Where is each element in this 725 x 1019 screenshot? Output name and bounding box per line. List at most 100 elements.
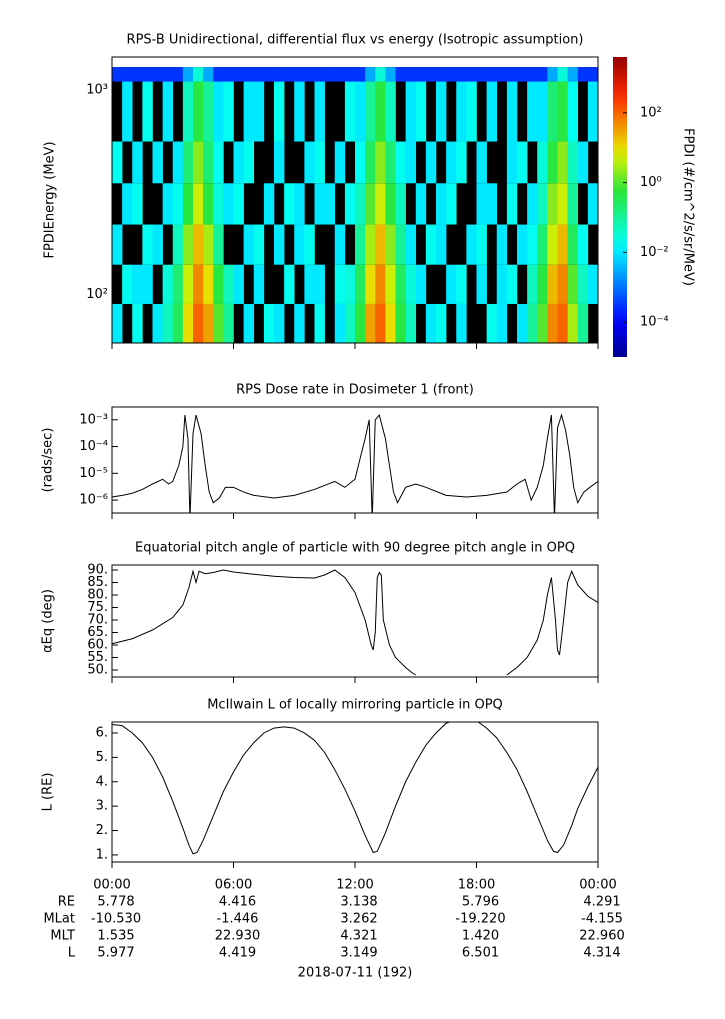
heatmap-cell <box>365 183 376 225</box>
heatmap-cell <box>547 183 558 225</box>
heatmap-cell <box>496 224 508 265</box>
heatmap-cell <box>385 183 396 225</box>
ephemeris-row-label: MLat <box>43 912 75 927</box>
heatmap-cell <box>375 303 386 343</box>
heatmap-cell <box>557 67 568 82</box>
heatmap-cell <box>567 183 579 225</box>
y-tick-label: 10⁻⁵ <box>79 466 108 481</box>
colorbar-label: FPDI (#/cm^2/s/sr/MeV) <box>681 128 696 286</box>
heatmap-cell <box>122 264 133 304</box>
heatmap-cell <box>517 303 528 343</box>
heatmap-cell <box>142 81 153 142</box>
heatmap-cell <box>334 67 346 82</box>
heatmap-cell <box>506 264 518 304</box>
y-tick-label: 90. <box>87 563 108 578</box>
heatmap-cell <box>537 183 548 225</box>
heatmap-cell <box>193 67 204 82</box>
heatmap-cell <box>496 264 508 304</box>
heatmap-cell <box>446 183 457 225</box>
heatmap-cell <box>304 224 315 265</box>
y-tick-label: 60. <box>87 638 108 653</box>
heatmap-cell <box>172 141 184 184</box>
heatmap-cell <box>172 183 184 225</box>
heatmap-cell <box>405 67 417 82</box>
heatmap-cell <box>415 264 427 304</box>
heatmap-cell <box>405 141 417 184</box>
heatmap-cell <box>122 67 133 82</box>
heatmap-cell <box>355 183 366 225</box>
colorbar <box>613 57 627 357</box>
ephemeris-value: 3.149 <box>340 946 377 961</box>
heatmap-cell <box>223 183 234 225</box>
heatmap-cell <box>344 81 356 142</box>
heatmap-cell <box>152 141 163 184</box>
heatmap-cell <box>274 67 285 82</box>
heatmap-cell <box>385 303 396 343</box>
ephemeris-value: 4.419 <box>219 946 256 961</box>
heatmap-cell <box>537 303 548 343</box>
y-tick-label: 85. <box>87 575 108 590</box>
ephemeris-value: -1.446 <box>217 912 259 927</box>
heatmap-cell <box>385 264 396 304</box>
heatmap-cell <box>365 67 376 82</box>
plot-frame <box>111 721 599 863</box>
heatmap-cell <box>243 141 255 184</box>
heatmap-cell <box>334 303 346 343</box>
panel-title: Equatorial pitch angle of particle with … <box>135 541 575 556</box>
heatmap-cell <box>203 264 214 304</box>
heatmap-cell <box>112 141 123 184</box>
heatmap-cell <box>537 264 548 304</box>
heatmap-cell <box>537 224 548 265</box>
heatmap-cell <box>537 67 548 82</box>
heatmap-cell <box>203 81 214 142</box>
heatmap-cell <box>334 264 346 304</box>
heatmap-cell <box>253 81 265 142</box>
y-axis-label: L (RE) <box>41 773 56 812</box>
heatmap-cell <box>415 67 427 82</box>
heatmap-cell <box>527 183 538 225</box>
heatmap-cell <box>517 141 528 184</box>
heatmap-cell <box>527 264 538 304</box>
heatmap-cell <box>182 141 194 184</box>
heatmap-cell <box>294 67 305 82</box>
heatmap-cell <box>506 67 518 82</box>
ephemeris-value: 5.977 <box>97 946 134 961</box>
ephemeris-value: 3.262 <box>340 912 377 927</box>
heatmap-cell <box>567 264 579 304</box>
heatmap-cell <box>365 303 376 343</box>
heatmap-cell <box>193 303 204 343</box>
ephemeris-value: 4.321 <box>340 929 377 944</box>
heatmap-cell <box>486 81 498 142</box>
y-tick-label: 4. <box>96 774 108 789</box>
heatmap-cell <box>517 224 528 265</box>
heatmap-cell <box>567 67 579 82</box>
heatmap-cell <box>193 183 204 225</box>
heatmap-cell <box>253 224 265 265</box>
heatmap-cell <box>314 264 325 304</box>
heatmap-cell <box>213 81 224 142</box>
heatmap-cell <box>233 264 244 304</box>
heatmap-cell <box>577 303 589 343</box>
y-tick-label: 55. <box>87 650 108 665</box>
heatmap-cell <box>193 264 204 304</box>
heatmap-cell <box>203 141 214 184</box>
heatmap-cell <box>142 224 153 265</box>
heatmap-cell <box>182 81 194 142</box>
data-line <box>112 413 598 513</box>
ephemeris-value: 4.291 <box>583 895 620 910</box>
heatmap-cell <box>486 183 498 225</box>
heatmap-cell <box>182 224 194 265</box>
heatmap-cell <box>213 264 224 304</box>
heatmap-cell <box>213 67 224 82</box>
heatmap-cell <box>537 81 548 142</box>
plot-frame <box>111 406 599 514</box>
ephemeris-value: -10.530 <box>91 912 141 927</box>
heatmap-cell <box>425 141 437 184</box>
heatmap-cell <box>577 224 589 265</box>
heatmap-cell <box>587 81 599 142</box>
heatmap-cell <box>567 81 579 142</box>
heatmap-cell <box>223 303 234 343</box>
heatmap-cell <box>446 67 457 82</box>
heatmap-cell <box>182 67 194 82</box>
